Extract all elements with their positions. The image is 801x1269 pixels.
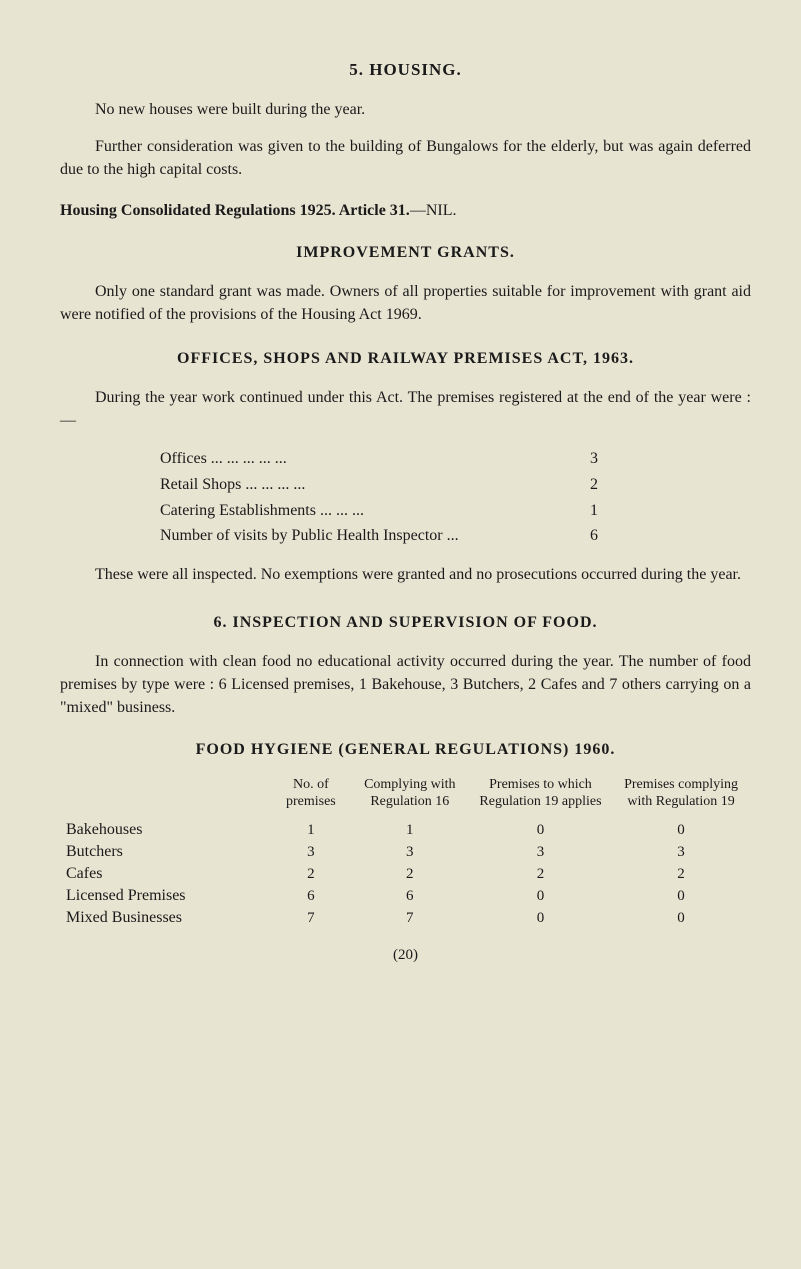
row-label: Cafes (60, 863, 272, 885)
col-header: Premises complying with Regulation 19 (611, 777, 751, 819)
premises-value: 2 (590, 472, 630, 498)
paragraph: During the year work continued under thi… (60, 386, 751, 432)
cell: 7 (272, 907, 350, 929)
paragraph: In connection with clean food no educati… (60, 650, 751, 720)
paragraph: Only one standard grant was made. Owners… (60, 280, 751, 326)
row-label: Bakehouses (60, 819, 272, 841)
premises-value: 1 (590, 498, 630, 524)
list-item: Retail Shops ... ... ... ... 2 (160, 472, 751, 498)
col-header-blank (60, 777, 272, 819)
cell: 0 (611, 819, 751, 841)
premises-label: Retail Shops ... ... ... ... (160, 472, 590, 498)
cell: 6 (272, 885, 350, 907)
paragraph: These were all inspected. No exemptions … (60, 563, 751, 586)
cell: 0 (470, 885, 611, 907)
premises-value: 3 (590, 446, 630, 472)
col-header: Premises to which Regulation 19 applies (470, 777, 611, 819)
premises-list: Offices ... ... ... ... ... 3 Retail Sho… (160, 446, 751, 548)
offices-act-heading: OFFICES, SHOPS AND RAILWAY PREMISES ACT,… (60, 350, 751, 368)
section-6-heading: 6. INSPECTION AND SUPERVISION OF FOOD. (60, 614, 751, 632)
cell: 3 (350, 841, 470, 863)
paragraph: Further consideration was given to the b… (60, 135, 751, 181)
premises-label: Number of visits by Public Health Inspec… (160, 523, 590, 549)
premises-label: Catering Establishments ... ... ... (160, 498, 590, 524)
col-header: Complying with Regulation 16 (350, 777, 470, 819)
row-label: Licensed Premises (60, 885, 272, 907)
cell: 0 (470, 907, 611, 929)
table-row: Butchers 3 3 3 3 (60, 841, 751, 863)
consolidated-regulations-line: Housing Consolidated Regulations 1925. A… (60, 202, 751, 220)
cell: 1 (272, 819, 350, 841)
table-row: Cafes 2 2 2 2 (60, 863, 751, 885)
cell: 3 (470, 841, 611, 863)
cell: 7 (350, 907, 470, 929)
table-row: Bakehouses 1 1 0 0 (60, 819, 751, 841)
list-item: Offices ... ... ... ... ... 3 (160, 446, 751, 472)
cell: 3 (611, 841, 751, 863)
table-header-row: No. of premises Complying with Regulatio… (60, 777, 751, 819)
cell: 2 (350, 863, 470, 885)
row-label: Butchers (60, 841, 272, 863)
cell: 2 (272, 863, 350, 885)
premises-label: Offices ... ... ... ... ... (160, 446, 590, 472)
consolidated-label: Housing Consolidated Regulations 1925. A… (60, 202, 410, 219)
food-hygiene-heading: FOOD HYGIENE (GENERAL REGULATIONS) 1960. (60, 741, 751, 759)
consolidated-value: —NIL. (410, 202, 457, 219)
list-item: Catering Establishments ... ... ... 1 (160, 498, 751, 524)
cell: 1 (350, 819, 470, 841)
cell: 2 (470, 863, 611, 885)
cell: 0 (470, 819, 611, 841)
premises-value: 6 (590, 523, 630, 549)
cell: 6 (350, 885, 470, 907)
page-number: (20) (60, 947, 751, 964)
cell: 0 (611, 885, 751, 907)
col-header: No. of premises (272, 777, 350, 819)
section-5-heading: 5. HOUSING. (60, 60, 751, 80)
list-item: Number of visits by Public Health Inspec… (160, 523, 751, 549)
table-row: Mixed Businesses 7 7 0 0 (60, 907, 751, 929)
cell: 0 (611, 907, 751, 929)
table-row: Licensed Premises 6 6 0 0 (60, 885, 751, 907)
food-hygiene-table: No. of premises Complying with Regulatio… (60, 777, 751, 929)
improvement-grants-heading: IMPROVEMENT GRANTS. (60, 244, 751, 262)
paragraph: No new houses were built during the year… (60, 98, 751, 121)
cell: 3 (272, 841, 350, 863)
cell: 2 (611, 863, 751, 885)
row-label: Mixed Businesses (60, 907, 272, 929)
